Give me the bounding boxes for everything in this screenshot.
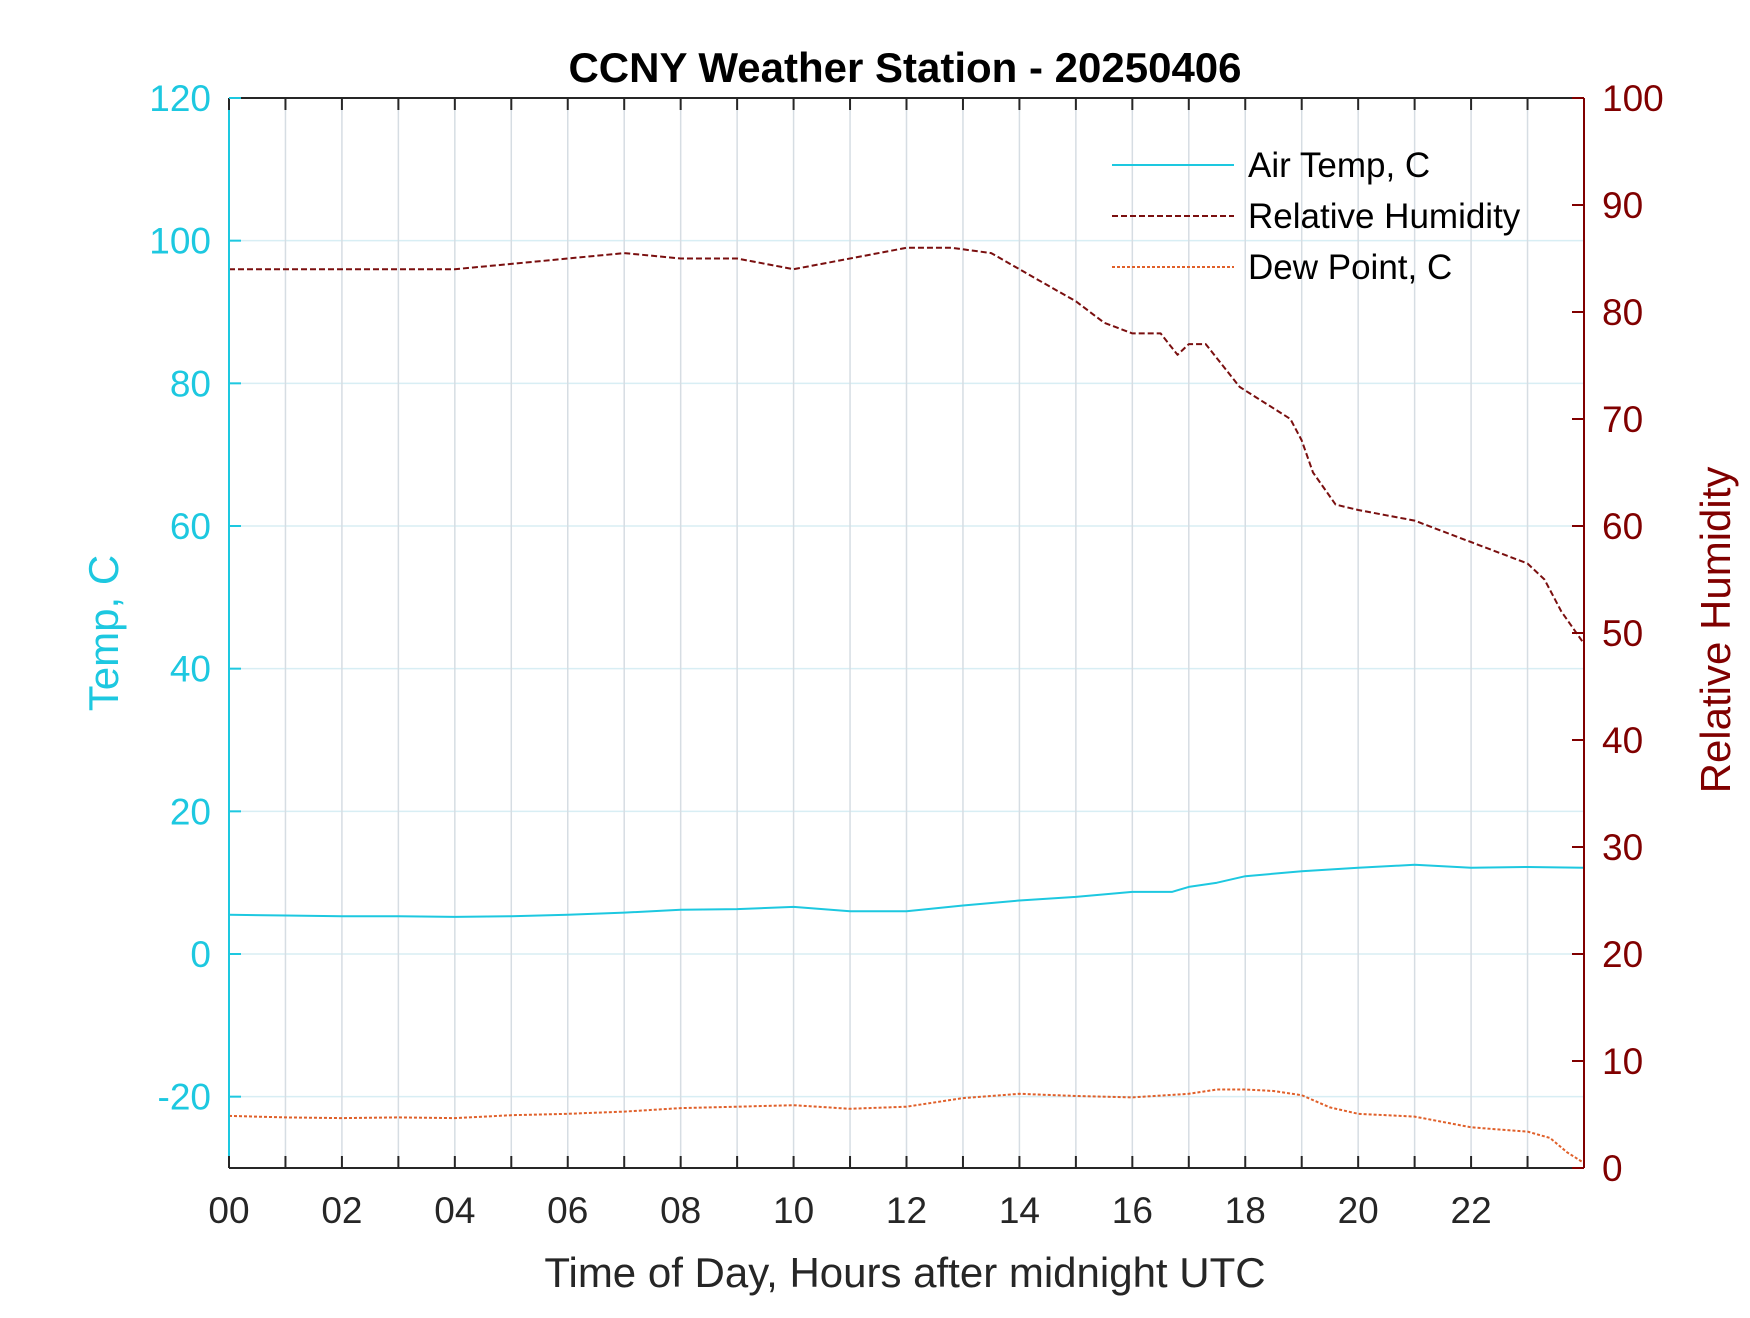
y-left-tick-label: -20 xyxy=(158,1077,211,1118)
y-right-tick-label: 20 xyxy=(1602,934,1643,975)
axes: 00 02 04 06 08 10 12 14 16 18 20 22120100806040200-… xyxy=(149,78,1663,1231)
y-right-tick-label: 40 xyxy=(1602,720,1643,761)
x-tick-label: 18 xyxy=(1225,1190,1266,1231)
y-left-tick-label: 100 xyxy=(149,221,211,262)
y-right-tick-label: 50 xyxy=(1602,613,1643,654)
legend: Air Temp, C Relative Humidity Dew Point, C xyxy=(1112,146,1521,287)
grid-lines xyxy=(229,97,1584,1168)
legend-label: Relative Humidity xyxy=(1248,197,1521,236)
series-line-air-temp xyxy=(228,863,1585,918)
y-left-tick-label: 120 xyxy=(149,78,211,119)
y-right-tick-label: 80 xyxy=(1602,292,1643,333)
legend-label: Air Temp, C xyxy=(1248,146,1430,185)
x-tick-label: 16 xyxy=(1112,1190,1153,1231)
y-left-tick-label: 60 xyxy=(170,506,211,547)
x-tick-label: 08 xyxy=(660,1190,701,1231)
y-left-tick-label: 0 xyxy=(190,934,211,975)
x-tick-label: 12 xyxy=(886,1190,927,1231)
y-axis-left-label: Temp, C xyxy=(80,555,127,711)
x-tick-label: 22 xyxy=(1451,1190,1492,1231)
y-right-tick-label: 0 xyxy=(1602,1148,1623,1189)
y-right-tick-label: 90 xyxy=(1602,185,1643,226)
x-tick-label: 04 xyxy=(434,1190,475,1231)
series-line-relative-humidity xyxy=(229,246,1585,645)
x-tick-label: 02 xyxy=(321,1190,362,1231)
y-left-tick-label: 80 xyxy=(170,363,211,404)
series-lines xyxy=(228,246,1585,1164)
x-tick-label: 00 xyxy=(208,1190,249,1231)
y-right-tick-label: 70 xyxy=(1602,399,1643,440)
x-tick-label: 14 xyxy=(999,1190,1040,1231)
y-right-tick-label: 60 xyxy=(1602,506,1643,547)
series-line-dew-point xyxy=(228,1088,1585,1164)
y-right-tick-label: 100 xyxy=(1602,78,1664,119)
y-axis-right-label: Relative Humidity xyxy=(1692,467,1739,794)
x-tick-label: 10 xyxy=(773,1190,814,1231)
y-left-tick-label: 20 xyxy=(170,791,211,832)
x-tick-label: 06 xyxy=(547,1190,588,1231)
y-right-tick-label: 10 xyxy=(1602,1041,1643,1082)
y-right-tick-label: 30 xyxy=(1602,827,1643,868)
x-axis-label: Time of Day, Hours after midnight UTC xyxy=(544,1249,1265,1296)
legend-label: Dew Point, C xyxy=(1248,248,1452,287)
x-tick-label: 20 xyxy=(1338,1190,1379,1231)
y-left-tick-label: 40 xyxy=(170,649,211,690)
chart-title: CCNY Weather Station - 20250406 xyxy=(568,44,1241,91)
